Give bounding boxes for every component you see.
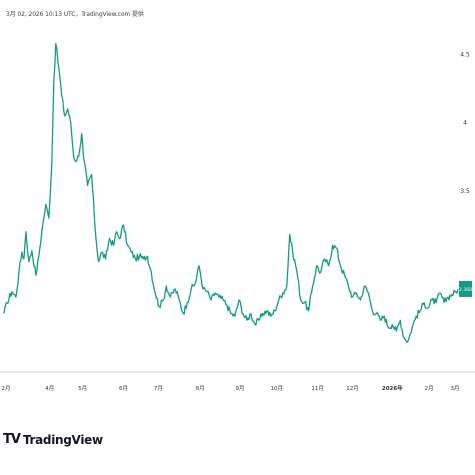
x-tick-label: 5月 [78,385,87,392]
x-tick-label: 9月 [235,385,244,392]
y-tick-label: 4.5 [460,52,470,59]
label-layer: 2月 4月 5月 6月 7月 8月 9月 10月 11月 12月 2026年 2月 3月 4.5 4 3.5 2… [2,52,473,392]
series-layer [3,42,459,343]
x-tick-label: 6月 [119,385,128,392]
x-tick-label: 11月 [311,385,324,392]
x-tick-label: 2月 [2,385,11,392]
last-value-label: 2.368 [459,287,472,293]
x-tick-label: 7月 [154,385,163,392]
brand-name: TradingView [22,432,103,447]
y-tick-label: 4 [463,120,467,127]
tv-logo-icon: TV [3,432,21,447]
x-tick-label: 2月 [425,385,434,392]
y-tick-label: 3.5 [460,188,470,195]
last-value-badge-bg [459,280,472,297]
x-tick-label: 3月 [451,385,460,392]
tradingview-logo[interactable]: TV TradingView [3,432,103,447]
x-tick-label: 8月 [196,385,205,392]
x-tick-label: 12月 [346,385,359,392]
x-tick-label: 2026年 [382,384,403,392]
chart-caption: 3月 02, 2026 10:13 UTC，TradingView.com 提供 [6,11,144,18]
x-tick-label: 10月 [271,385,284,392]
last-value-badge: 2.368 [459,280,472,297]
price-series-line [3,42,459,343]
x-tick-label: 4月 [45,385,54,392]
